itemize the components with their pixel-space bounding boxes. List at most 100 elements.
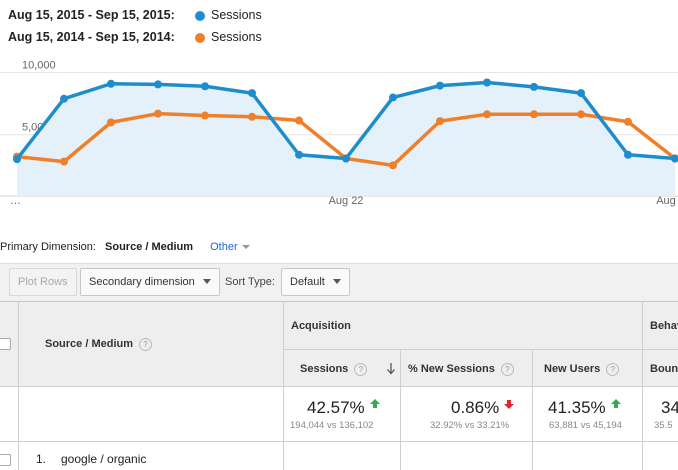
arrow-down-icon	[504, 400, 515, 409]
primary-dimension-current[interactable]: Source / Medium	[105, 241, 194, 253]
legend-current: Aug 15, 2015 - Sep 15, 2015: Sessions	[8, 8, 262, 22]
sort-type-dropdown[interactable]: Default	[281, 268, 350, 296]
col-divider	[532, 349, 533, 470]
plot-rows-button[interactable]: Plot Rows	[9, 268, 77, 296]
dimension-header[interactable]: Source / Medium?	[45, 338, 153, 351]
data-table: Source / Medium? Acquisition Behav Sessi…	[0, 301, 678, 470]
legend-previous-metric: Sessions	[211, 30, 262, 44]
current-series-point	[436, 81, 444, 90]
col-bounce-header[interactable]: Boun	[650, 363, 678, 375]
previous-series-point	[530, 110, 538, 119]
col-new-sessions-header[interactable]: % New Sessions?	[408, 363, 514, 376]
y-tick-label: 5,000	[22, 122, 50, 134]
secondary-dimension-label: Secondary dimension	[89, 276, 195, 288]
arrow-up-icon	[369, 399, 380, 408]
previous-series-point	[483, 110, 491, 119]
help-icon[interactable]: ?	[354, 363, 368, 376]
secondary-dimension-dropdown[interactable]: Secondary dimension	[80, 268, 220, 296]
y-tick-label: 10,000	[22, 59, 56, 71]
new-users-change: 41.35%	[548, 398, 621, 418]
primary-dimension-label: Primary Dimension:	[0, 241, 96, 253]
table-toolbar: Plot Rows Secondary dimension Default	[0, 263, 678, 302]
previous-series-point	[201, 111, 209, 120]
current-series-point	[483, 78, 491, 87]
primary-dimension-other[interactable]: Other	[210, 241, 250, 253]
row-index: 1.	[36, 452, 47, 466]
previous-series-point	[624, 117, 632, 126]
sort-type-value: Default	[290, 276, 325, 288]
new-users-compare: 63,881 vs 45,194	[549, 420, 622, 431]
x-tick-label: Aug 22	[329, 195, 364, 207]
current-series-point	[60, 94, 68, 103]
col-new-users-header[interactable]: New Users?	[544, 363, 620, 376]
legend-previous-range: Aug 15, 2014 - Sep 15, 2014:	[8, 30, 175, 44]
help-icon[interactable]: ?	[500, 363, 514, 376]
previous-series-point	[60, 157, 68, 166]
sort-type-label: Sort Type:	[225, 276, 275, 288]
col-divider	[400, 349, 401, 470]
current-series-point	[530, 82, 538, 91]
col-sessions-header[interactable]: Sessions?	[300, 363, 368, 376]
previous-series-point	[107, 118, 115, 127]
group-acquisition: Acquisition	[291, 320, 351, 332]
bounce-change: 34	[661, 398, 678, 417]
current-series-point	[577, 89, 585, 98]
sessions-line-chart: 10,000 5,000 … Aug 22 Aug	[0, 59, 678, 207]
sessions-compare: 194,044 vs 136,102	[290, 420, 374, 431]
previous-series-point	[295, 116, 303, 125]
previous-series-point	[154, 109, 162, 118]
col-divider	[642, 302, 643, 470]
primary-dimension-other-label: Other	[210, 241, 238, 253]
previous-series-point	[577, 110, 585, 119]
current-series-point	[13, 155, 21, 164]
header-divider	[0, 386, 678, 387]
legend-previous-dot	[195, 33, 205, 43]
row-checkbox[interactable]	[0, 454, 11, 466]
group-divider	[283, 349, 678, 350]
current-series-point	[295, 150, 303, 159]
current-series-point	[201, 82, 209, 91]
new-sessions-change: 0.86%	[451, 398, 515, 418]
row-source-link[interactable]: google / organic	[61, 452, 147, 466]
current-series-point	[389, 93, 397, 102]
current-series-point	[671, 154, 678, 163]
table-header-bg	[0, 302, 678, 386]
current-series-point	[624, 150, 632, 159]
col-new-sessions-label: % New Sessions	[408, 363, 495, 375]
previous-series-point	[389, 161, 397, 170]
current-series-point	[154, 80, 162, 89]
current-series-point	[248, 89, 256, 98]
bounce-compare: 35.5	[654, 420, 673, 431]
new-sessions-compare: 32.92% vs 33.21%	[430, 420, 510, 431]
arrow-up-icon	[610, 399, 621, 408]
legend-current-range: Aug 15, 2015 - Sep 15, 2015:	[8, 8, 175, 22]
help-icon[interactable]: ?	[139, 338, 153, 351]
current-series-area	[17, 82, 675, 196]
legend-current-metric: Sessions	[211, 8, 262, 22]
previous-series-point	[436, 117, 444, 126]
sort-descending-icon[interactable]	[386, 362, 396, 375]
primary-dimension-row: Primary Dimension: Source / Medium Other	[0, 241, 250, 253]
help-icon[interactable]: ?	[606, 363, 620, 376]
current-series-point	[107, 79, 115, 88]
col-new-users-label: New Users	[544, 363, 601, 375]
current-series-point	[342, 154, 350, 163]
new-users-change-value: 41.35%	[548, 398, 606, 417]
legend-current-dot	[195, 11, 205, 21]
chevron-down-icon	[332, 279, 341, 284]
new-sessions-change-value: 0.86%	[451, 398, 500, 417]
col-divider	[283, 302, 284, 470]
previous-series-point	[248, 112, 256, 121]
sessions-change: 42.57%	[307, 398, 380, 418]
col-divider	[18, 302, 19, 470]
x-tick-label: …	[10, 195, 21, 207]
chevron-down-icon	[241, 245, 250, 249]
sessions-change-value: 42.57%	[307, 398, 365, 417]
select-all-checkbox[interactable]	[0, 338, 11, 350]
totals-divider	[0, 441, 678, 442]
x-tick-label: Aug	[656, 195, 676, 207]
chevron-down-icon	[202, 279, 211, 284]
dimension-header-label: Source / Medium	[45, 338, 134, 350]
col-sessions-label: Sessions	[300, 363, 349, 375]
group-behavior: Behav	[650, 320, 678, 332]
